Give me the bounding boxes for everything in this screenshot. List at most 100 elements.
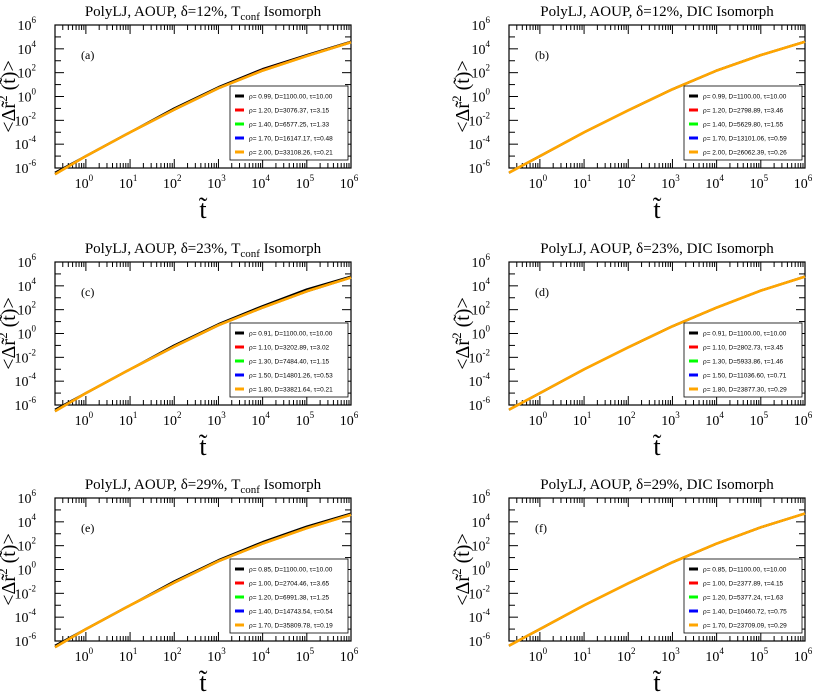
x-tick-base: 10 [705,177,719,192]
y-axis-label-tail: (t̃)> [0,60,20,95]
y-axis-label: <Δr̃2 (t̃)> [0,297,20,369]
y-tick-label: 104 [472,512,491,531]
y-tick-exp: 4 [32,512,37,522]
y-tick-label: 10-6 [469,631,491,650]
x-tick-exp: 5 [764,173,769,183]
x-tick-label: 103 [661,173,680,192]
y-tick-label: 100 [472,87,491,106]
legend-box [683,85,803,161]
y-axis-label-tail: (t̃)> [0,297,20,332]
y-tick-exp: -2 [29,583,37,593]
y-tick-base: 10 [18,280,32,295]
chart-title-main: PolyLJ, AOUP, δ=12%, T [85,4,241,20]
x-tick-base: 10 [529,414,543,429]
x-tick-exp: 1 [587,173,592,183]
y-tick-label: 10-6 [15,158,37,177]
x-tick-exp: 0 [543,646,548,656]
x-tick-exp: 3 [675,646,680,656]
y-axis-label-sup: 2 [449,95,464,102]
y-tick-label: 106 [472,15,491,34]
y-tick-exp: -4 [483,371,491,381]
y-tick-base: 10 [15,351,29,366]
y-tick-exp: 0 [486,324,491,334]
y-axis-label-sup: 2 [0,95,10,102]
legend-entry: ρ= 1.20, D=6991.38, τ=1.25 [249,594,330,601]
x-tick-exp: 4 [719,173,724,183]
y-tick-label: 10-6 [469,395,491,414]
y-tick-label: 104 [472,39,491,58]
x-tick-label: 106 [340,646,359,665]
x-tick-label: 102 [617,173,636,192]
y-tick-base: 10 [18,564,32,579]
y-tick-exp: 6 [32,488,37,498]
y-tick-base: 10 [472,43,486,58]
x-tick-label: 106 [340,173,359,192]
x-tick-label: 106 [794,173,813,192]
x-tick-base: 10 [750,414,764,429]
panel-label: (f) [535,521,547,535]
legend-entry: ρ= 2.00, D=33108.26, τ=0.21 [249,149,333,156]
y-axis-label-main: <Δr̃ [452,337,474,369]
y-tick-base: 10 [469,587,483,602]
y-tick-label: 10-2 [15,347,37,366]
legend-box [229,85,349,161]
x-tick-exp: 6 [354,173,359,183]
panel-label: (b) [535,48,549,62]
chart-title-tail: Isomorph [260,4,322,20]
y-tick-label: 106 [472,488,491,507]
x-tick-exp: 2 [177,410,182,420]
y-tick-label: 10-4 [469,371,491,390]
y-tick-exp: -4 [29,607,37,617]
x-tick-base: 10 [251,414,265,429]
y-tick-label: 102 [472,300,491,319]
legend-entry: ρ= 0.91, D=1100.00, τ=10.00 [703,330,787,337]
x-tick-base: 10 [794,177,808,192]
x-tick-label: 105 [750,410,769,429]
y-tick-label: 104 [18,39,37,58]
legend-box [229,322,349,398]
y-tick-label: 102 [472,536,491,555]
legend-entry: ρ= 1.00, D=2377.89, τ=4.15 [703,580,784,587]
y-tick-base: 10 [18,540,32,555]
x-tick-exp: 0 [89,410,94,420]
legend-entry: ρ= 1.50, D=11036.60, τ=0.71 [703,372,787,379]
chart-title-main: PolyLJ, AOUP, δ=29%, T [85,477,241,493]
y-tick-label: 100 [18,324,37,343]
x-tick-exp: 1 [133,410,138,420]
legend-box [229,558,349,634]
panel-label: (e) [81,521,94,535]
x-tick-label: 106 [340,410,359,429]
x-tick-base: 10 [75,650,89,665]
y-tick-label: 104 [18,276,37,295]
legend-entry: ρ= 1.70, D=13101.06, τ=0.59 [703,135,787,142]
y-tick-base: 10 [472,91,486,106]
y-tick-label: 10-2 [469,110,491,129]
x-tick-base: 10 [705,650,719,665]
legend-entry: ρ= 1.70, D=16147.17, τ=0.48 [249,135,333,142]
x-tick-exp: 6 [808,646,813,656]
x-tick-exp: 5 [310,646,315,656]
y-tick-label: 10-4 [15,607,37,626]
x-tick-base: 10 [340,414,354,429]
panel-label: (d) [535,285,549,299]
y-tick-base: 10 [472,492,486,507]
x-tick-base: 10 [340,650,354,665]
legend-entry: ρ= 1.80, D=23877.30, τ=0.29 [703,386,787,393]
y-tick-exp: -2 [483,110,491,120]
x-tick-base: 10 [75,414,89,429]
x-tick-exp: 3 [675,410,680,420]
x-tick-label: 103 [207,410,226,429]
y-axis-label: <Δr̃2 (t̃)> [449,297,474,369]
x-tick-label: 104 [251,173,270,192]
y-tick-exp: 6 [486,15,491,25]
chart-title-main: PolyLJ, AOUP, δ=29%, DIC Isomorph [540,477,774,493]
x-tick-label: 103 [661,410,680,429]
x-tick-label: 104 [705,646,724,665]
legend-entry: ρ= 1.30, D=5933.86, τ=1.46 [703,358,784,365]
y-tick-label: 102 [18,63,37,82]
y-tick-base: 10 [18,492,32,507]
y-tick-base: 10 [469,114,483,129]
y-tick-base: 10 [15,114,29,129]
y-tick-exp: 4 [486,39,491,49]
